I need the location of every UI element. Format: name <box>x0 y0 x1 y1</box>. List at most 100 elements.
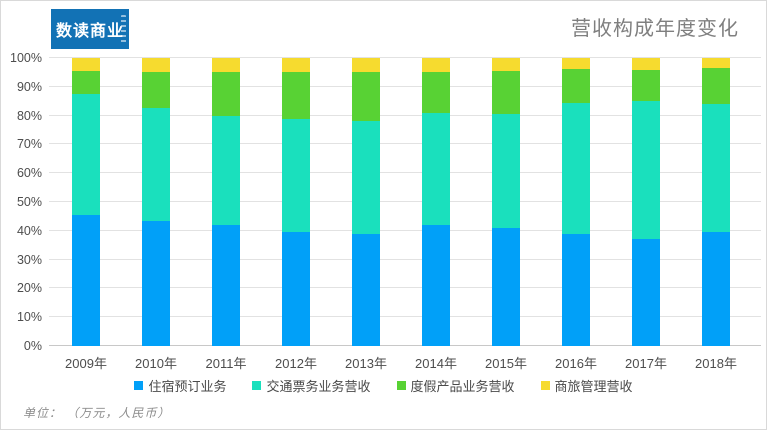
gridline <box>49 57 761 58</box>
bar-segment <box>282 118 310 233</box>
bar-column <box>72 58 100 346</box>
x-axis: 2009年 2010年 2011年 2012年 2013年 2014年 2015年 2016年… <box>49 353 761 371</box>
bar-segment <box>702 232 730 346</box>
bar-segment <box>702 58 730 69</box>
bar-segment <box>492 58 520 71</box>
y-tick-label: 80% <box>16 108 42 123</box>
legend-item: 商旅管理营收 <box>540 376 633 395</box>
y-tick-label: 30% <box>16 252 42 267</box>
bar-segment <box>492 227 520 346</box>
y-tick-label: 50% <box>16 195 42 209</box>
bar-segment <box>562 58 590 69</box>
bar-segment <box>702 104 730 233</box>
bar-column <box>492 58 520 346</box>
bar-segment <box>632 58 660 70</box>
bar-segment <box>142 58 170 73</box>
legend-item: 住宿预订业务 <box>134 376 226 395</box>
x-tick-label: 2016年 <box>555 356 597 371</box>
bar-segment <box>422 72 450 113</box>
bar-segment <box>562 233 590 346</box>
legend-item: 交通票务业务营收 <box>252 376 371 395</box>
bar-segment <box>282 232 310 346</box>
unit-note: 单位： （万元，人民币） <box>23 406 171 420</box>
chart-title: 营收构成年度变化 <box>571 18 739 40</box>
x-tick-label: 2018年 <box>695 356 737 371</box>
bar-segment <box>352 121 380 234</box>
x-tick-label: 2009年 <box>65 356 107 371</box>
gridline <box>49 172 761 174</box>
plot-area <box>49 57 761 346</box>
bar-column <box>562 58 590 346</box>
bar-segment <box>632 239 660 346</box>
legend-swatch <box>396 381 406 390</box>
bar-column <box>702 58 730 346</box>
bar-segment <box>72 214 100 346</box>
y-axis: 0% 10% 20% 30% 40% 50% 60% 70% 80% 90% 100% <box>1 1 42 429</box>
bar-segment <box>282 58 310 73</box>
x-tick-label: 2017年 <box>625 356 667 371</box>
bar-column <box>142 58 170 346</box>
x-tick-label: 2014年 <box>415 356 457 371</box>
bar-segment <box>352 233 380 346</box>
gridline <box>49 85 761 87</box>
bar-column <box>352 58 380 346</box>
bar-segment <box>212 72 240 116</box>
bar-segment <box>352 58 380 73</box>
legend-swatch <box>540 381 550 390</box>
y-tick-label: 100% <box>10 51 42 65</box>
bar-segment <box>352 72 380 122</box>
gridline <box>49 258 761 260</box>
bar-column <box>632 58 660 346</box>
bar-column <box>422 58 450 346</box>
bar-segment <box>212 225 240 346</box>
y-tick-label: 0% <box>23 339 42 353</box>
y-tick-label: 90% <box>16 79 42 94</box>
y-tick-label: 40% <box>16 223 42 238</box>
bar-segment <box>422 112 450 226</box>
bar-column <box>282 58 310 346</box>
bar-segment <box>562 68 590 103</box>
y-tick-label: 60% <box>16 166 42 181</box>
legend-swatch <box>134 381 144 390</box>
bar-segment <box>212 58 240 73</box>
x-tick-label: 2011年 <box>205 356 247 371</box>
gridline <box>49 143 761 145</box>
x-tick-label: 2013年 <box>345 356 387 371</box>
x-tick-label: 2012年 <box>275 356 317 371</box>
legend-label: 商旅管理营收 <box>554 379 633 394</box>
logo-subtext-decoration <box>121 15 126 43</box>
y-tick-label: 10% <box>16 310 42 325</box>
logo-text: 数读商业 <box>55 23 124 40</box>
legend-label: 住宿预订业务 <box>148 379 227 394</box>
y-tick-label: 70% <box>16 137 42 152</box>
gridline <box>49 201 761 202</box>
logo: 数读商业 <box>51 9 129 49</box>
legend-swatch <box>252 381 262 390</box>
gridline <box>49 114 761 116</box>
legend: 住宿预订业务 交通票务业务营收 度假产品业务营收 商旅管理营收 <box>1 376 766 395</box>
bar-column <box>212 58 240 346</box>
gridline <box>49 229 761 231</box>
y-tick-label: 20% <box>16 281 42 296</box>
legend-label: 交通票务业务营收 <box>266 379 371 394</box>
gridline <box>49 287 761 289</box>
bar-segment <box>72 94 100 215</box>
x-tick-label: 2010年 <box>135 356 177 371</box>
x-tick-label: 2015年 <box>485 356 527 371</box>
bar-segment <box>422 58 450 73</box>
bar-segment <box>142 220 170 346</box>
legend-item: 度假产品业务营收 <box>396 376 515 395</box>
bar-segment <box>72 58 100 71</box>
legend-label: 度假产品业务营收 <box>410 379 515 394</box>
bar-segment <box>142 72 170 109</box>
bar-segment <box>702 68 730 105</box>
bar-segment <box>142 108 170 221</box>
bar-segment <box>492 70 520 115</box>
gridline <box>49 316 761 318</box>
bar-segment <box>422 225 450 346</box>
bar-segment <box>212 115 240 226</box>
bar-segment <box>632 101 660 240</box>
bar-segment <box>632 69 660 102</box>
bar-segment <box>72 70 100 95</box>
